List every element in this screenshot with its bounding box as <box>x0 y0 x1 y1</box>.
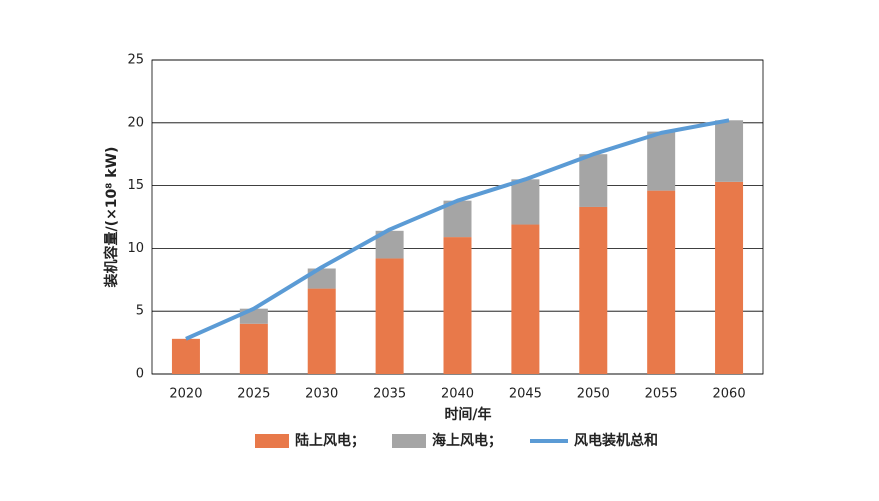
legend-swatch <box>255 434 289 448</box>
bar-segment <box>443 237 472 374</box>
bar-segment <box>511 179 540 225</box>
x-tick-label: 2035 <box>373 387 406 402</box>
x-axis-title: 时间/年 <box>444 406 491 423</box>
x-tick-label: 2040 <box>441 387 474 402</box>
bar-segment <box>579 154 608 207</box>
y-tick-label: 25 <box>127 53 144 68</box>
bar-segment <box>511 224 540 374</box>
bar-segment <box>171 338 200 374</box>
legend-label: 海上风电； <box>432 432 502 449</box>
bar-segment <box>647 190 676 374</box>
y-axis-title: 装机容量/(×10⁸ kW) <box>103 147 120 289</box>
y-tick-label: 5 <box>136 304 144 319</box>
x-tick-label: 2030 <box>305 387 338 402</box>
x-tick-label: 2020 <box>169 387 202 402</box>
x-tick-label: 2025 <box>237 387 270 402</box>
x-tick-label: 2060 <box>713 387 746 402</box>
legend-label: 风电装机总和 <box>574 432 658 449</box>
legend-swatch <box>392 434 426 448</box>
bar-segment <box>375 258 404 374</box>
y-tick-label: 20 <box>127 115 144 130</box>
bar-segment <box>579 206 608 374</box>
bar-segment <box>715 181 744 374</box>
bar-segment <box>647 131 676 191</box>
y-tick-label: 15 <box>127 178 144 193</box>
bar-segment <box>715 120 744 182</box>
bar-segment <box>307 288 336 374</box>
legend-label: 陆上风电； <box>295 432 365 449</box>
x-tick-label: 2045 <box>509 387 542 402</box>
x-tick-label: 2055 <box>645 387 678 402</box>
y-tick-label: 10 <box>127 241 144 256</box>
bar-segment <box>239 323 268 374</box>
total-line <box>185 118 730 341</box>
y-tick-label: 0 <box>136 367 144 382</box>
x-tick-label: 2050 <box>577 387 610 402</box>
